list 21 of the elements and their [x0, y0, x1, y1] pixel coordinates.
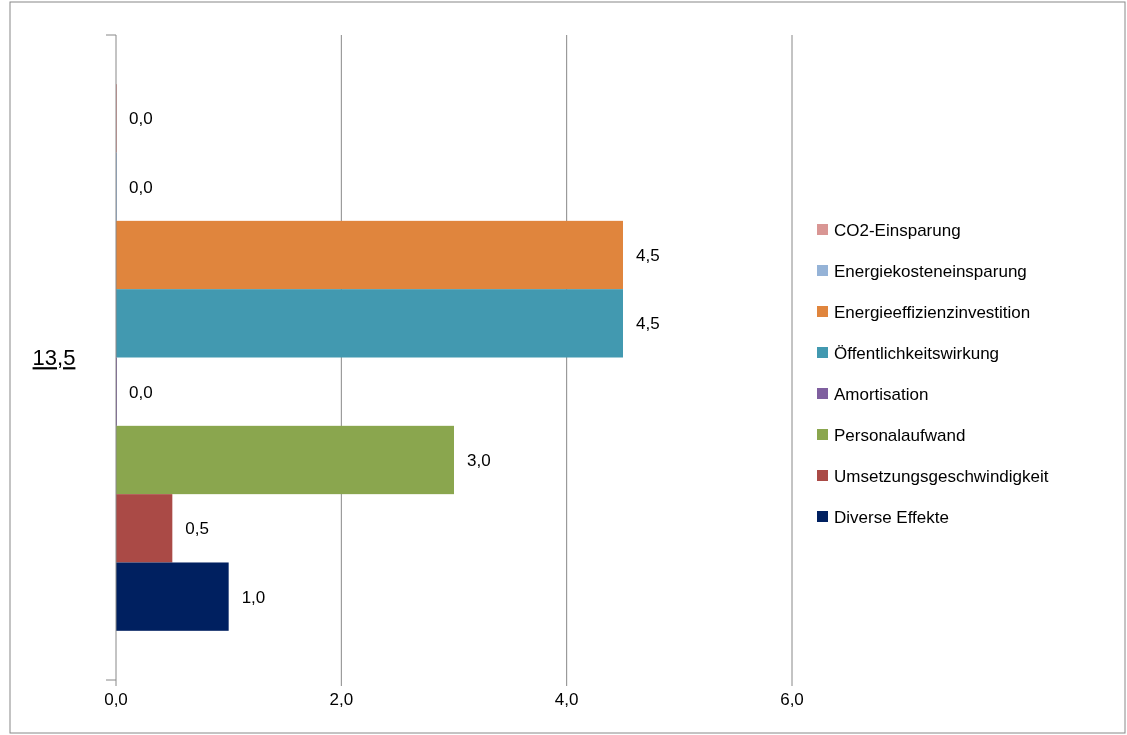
data-label: 4,5 [636, 245, 660, 265]
data-label: 4,5 [636, 314, 660, 334]
x-tick-label: 4,0 [554, 690, 579, 709]
data-label: 3,0 [467, 450, 491, 470]
data-label: 0,0 [129, 177, 153, 197]
x-tick-label: 2,0 [329, 690, 354, 709]
data-label: 0,5 [185, 519, 209, 539]
legend-label: Personalaufwand [834, 425, 966, 445]
data-label: 0,0 [129, 382, 153, 402]
legend-label: Öffentlichkeitswirkung [834, 343, 1000, 363]
legend-label: Diverse Effekte [834, 507, 949, 527]
legend-label: CO2-Einsparung [834, 220, 961, 240]
y-tick-label: 13,5 [32, 345, 76, 371]
legend-label: Energiekosteneinsparung [834, 261, 1027, 281]
legend-label: Energieeffizienzinvestition [834, 302, 1031, 322]
data-label: 0,0 [129, 109, 153, 129]
legend-label: Umsetzungsgeschwindigkeit [834, 466, 1049, 486]
x-tick-label: 0,0 [104, 690, 128, 709]
data-label: 1,0 [241, 587, 266, 607]
legend-label: Amortisation [834, 384, 929, 404]
x-tick-label: 6,0 [780, 690, 804, 709]
